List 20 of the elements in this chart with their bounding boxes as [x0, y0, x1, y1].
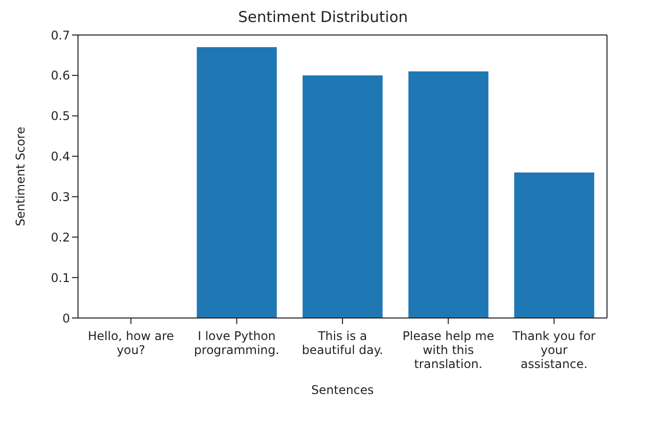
y-tick-label: 0.7	[50, 28, 70, 42]
bar	[408, 71, 488, 318]
x-tick-label: I love Python programming.	[194, 329, 280, 357]
bar	[302, 75, 383, 318]
y-tick-label: 0.2	[50, 230, 70, 244]
x-tick-label: This is a beautiful day.	[302, 329, 384, 357]
y-tick-label: 0.4	[50, 150, 70, 164]
x-tick-label: Please help me with this translation.	[402, 329, 494, 371]
bar	[514, 172, 594, 318]
x-tick-label: Hello, how are you?	[88, 329, 174, 357]
y-tick-label: 0.5	[50, 109, 70, 124]
y-tick-label: 0	[62, 311, 70, 326]
bar	[196, 47, 277, 318]
x-tick-label: Thank you for your assistance.	[512, 329, 596, 371]
y-tick-label: 0.1	[50, 270, 70, 285]
y-tick-label: 0.6	[50, 68, 70, 83]
y-tick-label: 0.3	[50, 190, 70, 204]
chart-title: Sentiment Distribution	[237, 8, 409, 28]
x-axis-title: Sentences	[311, 383, 374, 397]
y-axis-title: Sentiment Score	[13, 126, 28, 226]
